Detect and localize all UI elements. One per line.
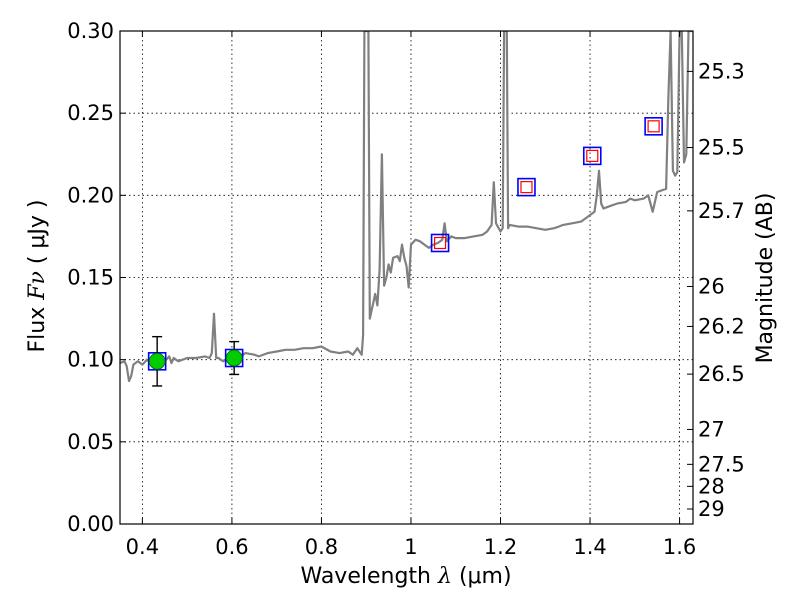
y2-tick-label: 27 xyxy=(698,417,725,441)
y-tick-label: 0.05 xyxy=(67,430,114,454)
x-tick-label: 1.4 xyxy=(573,535,606,559)
model-point xyxy=(517,177,536,197)
y2-axis-label: Magnitude (AB) xyxy=(753,193,778,364)
spectrum-line xyxy=(120,31,693,383)
x-tick-label: 0.4 xyxy=(126,535,159,559)
y-tick-label: 0.10 xyxy=(67,348,114,372)
y2-tick-label: 29 xyxy=(698,497,725,521)
y2-tick-label: 26.5 xyxy=(698,362,745,386)
plot-frame xyxy=(119,30,694,525)
observation-point xyxy=(225,349,243,367)
model-point xyxy=(582,146,602,166)
x-tick-label: 0.8 xyxy=(305,535,338,559)
y2-tick-label: 26 xyxy=(698,274,725,298)
model-point xyxy=(430,233,450,253)
axis-ticks xyxy=(120,30,693,525)
x-tick-label: 1 xyxy=(404,535,417,559)
y2-tick-label: 28 xyxy=(698,474,725,498)
y-tick-label: 0.20 xyxy=(67,183,114,207)
x-tick-label: 1.2 xyxy=(484,535,517,559)
y-tick-label: 0.00 xyxy=(67,512,114,536)
plot-area xyxy=(120,31,693,387)
y-tick-label: 0.30 xyxy=(67,19,114,43)
upper-limit-point xyxy=(520,181,533,194)
y2-tick-label: 25.7 xyxy=(698,199,745,223)
x-tick-label: 0.6 xyxy=(215,535,248,559)
upper-limit-point xyxy=(586,149,599,162)
y-axis-label: Flux Fν ( μJy ) xyxy=(25,199,50,352)
tick-labels: 0.4 0.6 0.8 1 1.2 1.4 1.6 0.00 0.05 0.10 0.15 0.20 0… xyxy=(67,19,745,559)
x-axis-label: Wavelength λ (μm) xyxy=(300,564,511,589)
x-tick-label: 1.6 xyxy=(663,535,696,559)
y-tick-label: 0.25 xyxy=(67,101,114,125)
y2-tick-label: 25.5 xyxy=(698,136,745,160)
y2-tick-label: 25.3 xyxy=(698,59,745,83)
y2-tick-label: 27.5 xyxy=(698,452,745,476)
upper-limit-point xyxy=(647,120,660,133)
model-point xyxy=(644,117,663,136)
upper-limit-point xyxy=(433,236,447,250)
observation-point xyxy=(148,352,166,370)
y-tick-label: 0.15 xyxy=(67,266,114,290)
y2-tick-label: 26.2 xyxy=(698,314,745,338)
